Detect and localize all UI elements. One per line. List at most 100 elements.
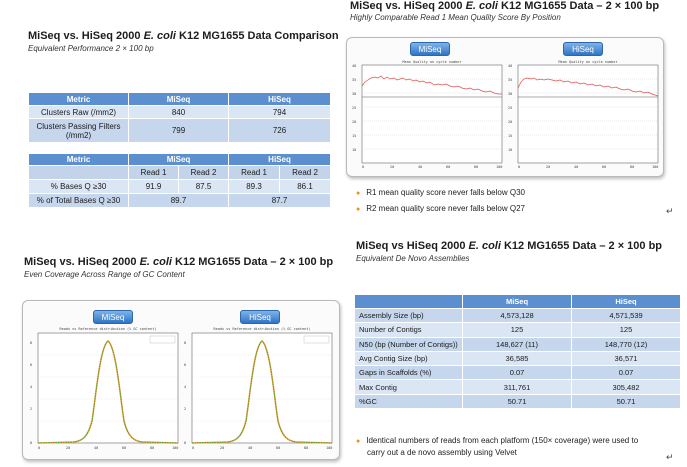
table-cell: Clusters Raw (/mm2) bbox=[28, 105, 129, 119]
miseq-quality-plot: Mean Quality on cycle number 40 35 30 25 20 1… bbox=[352, 60, 502, 169]
table-cell: 840 bbox=[128, 105, 229, 119]
svg-text:60: 60 bbox=[602, 165, 606, 169]
table-cell: 91.9 bbox=[128, 179, 179, 194]
table-header bbox=[354, 294, 463, 309]
table-cell: Number of Contigs bbox=[354, 322, 463, 338]
plot-title: Reads vs Reference distribution (% GC co… bbox=[214, 327, 311, 331]
svg-text:20: 20 bbox=[220, 446, 224, 450]
table-header: MiSeq bbox=[462, 294, 572, 309]
svg-text:80: 80 bbox=[474, 165, 478, 169]
table-cell: % Bases Q ≥30 bbox=[28, 179, 129, 194]
svg-text:100: 100 bbox=[652, 165, 658, 169]
table-subheader: Read 2 bbox=[278, 165, 332, 180]
tab-hiseq-coverage[interactable]: HiSeq bbox=[240, 310, 280, 324]
table-cell: 4,571,539 bbox=[571, 307, 681, 324]
section2-subtitle: Highly Comparable Read 1 Mean Quality Sc… bbox=[350, 13, 561, 22]
table-cell: 726 bbox=[228, 118, 331, 143]
svg-text:40: 40 bbox=[248, 446, 252, 450]
plot-title: Reads vs Reference distribution (% GC co… bbox=[60, 327, 157, 331]
svg-text:40: 40 bbox=[418, 165, 422, 169]
bullet-item: ● Identical numbers of reads from each pl… bbox=[356, 436, 639, 445]
svg-text:0: 0 bbox=[192, 446, 194, 450]
plot-title: Mean Quality on cycle number bbox=[402, 60, 461, 64]
svg-text:4: 4 bbox=[30, 385, 32, 389]
table-cell: 311,761 bbox=[462, 379, 572, 395]
table-cell: Max Contig bbox=[354, 379, 463, 395]
svg-text:20: 20 bbox=[352, 120, 356, 124]
svg-text:30: 30 bbox=[508, 92, 512, 96]
svg-text:8: 8 bbox=[30, 341, 32, 345]
tab-hiseq-quality[interactable]: HiSeq bbox=[563, 42, 603, 56]
svg-text:0: 0 bbox=[362, 165, 364, 169]
svg-text:35: 35 bbox=[352, 78, 356, 82]
svg-text:35: 35 bbox=[508, 78, 512, 82]
svg-text:80: 80 bbox=[630, 165, 634, 169]
table-cell: 125 bbox=[571, 322, 681, 338]
table-cell: 50.71 bbox=[462, 393, 572, 410]
table-cell: %GC bbox=[354, 393, 463, 410]
cluster-table: Metric MiSeq HiSeq Clusters Raw (/mm2) 8… bbox=[28, 92, 331, 143]
table-cell: Gaps in Scaffolds (%) bbox=[354, 365, 463, 381]
quality-table: Metric MiSeq HiSeq Read 1 Read 2 Read 1 … bbox=[28, 153, 332, 208]
table-cell bbox=[28, 165, 129, 180]
table-cell: 0.07 bbox=[571, 365, 681, 381]
bullet-continuation: carry out a de novo assembly using Velve… bbox=[367, 448, 517, 457]
svg-text:30: 30 bbox=[352, 92, 356, 96]
svg-text:20: 20 bbox=[66, 446, 70, 450]
svg-text:60: 60 bbox=[276, 446, 280, 450]
svg-text:25: 25 bbox=[508, 106, 512, 110]
table-cell: % of Total Bases Q ≥30 bbox=[28, 193, 129, 208]
svg-text:100: 100 bbox=[172, 446, 178, 450]
section1-title: MiSeq vs. HiSeq 2000 E. coli K12 MG1655 … bbox=[28, 30, 339, 42]
table-header: Metric bbox=[28, 92, 129, 106]
table-header: HiSeq bbox=[571, 294, 681, 309]
table-subheader: Read 1 bbox=[128, 165, 179, 180]
bullet-item: ● R1 mean quality score never falls below… bbox=[356, 188, 525, 197]
table-cell: 148,627 (11) bbox=[462, 336, 572, 352]
plot-title: Mean Quality on cycle number bbox=[558, 60, 617, 64]
svg-text:100: 100 bbox=[496, 165, 502, 169]
bullet-item: ● R2 mean quality score never falls below… bbox=[356, 204, 525, 213]
table-cell: 0.07 bbox=[462, 365, 572, 381]
svg-text:100: 100 bbox=[326, 446, 332, 450]
table-cell: 89.7 bbox=[128, 193, 229, 208]
section1-subtitle: Equivalent Performance 2 × 100 bp bbox=[28, 44, 154, 53]
svg-text:60: 60 bbox=[446, 165, 450, 169]
table-header: HiSeq bbox=[227, 153, 332, 166]
table-cell: 794 bbox=[228, 105, 331, 119]
svg-text:8: 8 bbox=[184, 341, 186, 345]
table-cell: 36,585 bbox=[462, 350, 572, 367]
svg-text:6: 6 bbox=[184, 363, 186, 367]
table-cell: Clusters Passing Filters (/mm2) bbox=[28, 118, 129, 143]
table-cell: 50.71 bbox=[571, 393, 681, 410]
bullet-icon: ● bbox=[356, 206, 361, 213]
table-row: Assembly Size (bp) 4,573,128 4,571,539 bbox=[354, 307, 681, 324]
hiseq-coverage-plot: Reads vs Reference distribution (% GC co… bbox=[184, 327, 332, 450]
svg-text:0: 0 bbox=[518, 165, 520, 169]
table-cell: 799 bbox=[128, 118, 229, 143]
table-cell: 36,571 bbox=[571, 350, 681, 367]
svg-text:4: 4 bbox=[184, 385, 186, 389]
tab-miseq-quality[interactable]: MiSeq bbox=[410, 42, 450, 56]
table-row: N50 (bp (Number of Contigs)) 148,627 (11… bbox=[354, 336, 681, 352]
svg-text:10: 10 bbox=[508, 148, 512, 152]
svg-text:80: 80 bbox=[150, 446, 154, 450]
table-cell: Avg Contig Size (bp) bbox=[354, 350, 463, 367]
hiseq-quality-plot: Mean Quality on cycle number 40 35 30 25 20 1… bbox=[508, 60, 658, 169]
paragraph-mark-icon: ↵ bbox=[666, 452, 674, 462]
table-row: Gaps in Scaffolds (%) 0.07 0.07 bbox=[354, 365, 681, 381]
svg-text:40: 40 bbox=[574, 165, 578, 169]
table-cell: 305,482 bbox=[571, 379, 681, 395]
svg-text:25: 25 bbox=[352, 106, 356, 110]
svg-text:10: 10 bbox=[352, 148, 356, 152]
table-header: HiSeq bbox=[228, 92, 331, 106]
table-cell: 89.3 bbox=[228, 179, 280, 194]
assembly-table: MiSeq HiSeq Assembly Size (bp) 4,573,128… bbox=[354, 294, 681, 410]
table-header: Metric bbox=[28, 153, 129, 166]
section4-title: MiSeq vs HiSeq 2000 E. coli K12 MG1655 D… bbox=[356, 240, 663, 252]
svg-text:0: 0 bbox=[184, 441, 186, 445]
tab-miseq-coverage[interactable]: MiSeq bbox=[93, 310, 133, 324]
svg-text:0: 0 bbox=[30, 441, 32, 445]
table-cell: 4,573,128 bbox=[462, 307, 572, 324]
table-row: %GC 50.71 50.71 bbox=[354, 393, 681, 410]
